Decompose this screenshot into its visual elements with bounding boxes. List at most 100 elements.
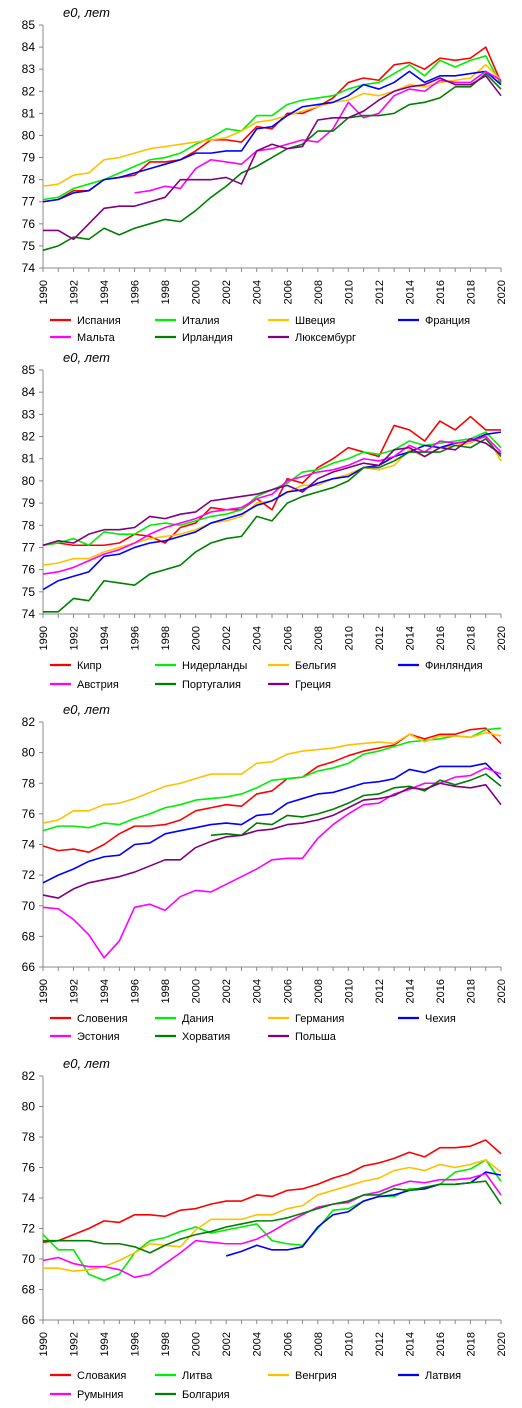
legend-item: Австрия <box>50 679 119 691</box>
x-tick-label: 2008 <box>313 280 325 304</box>
x-tick-label: 2010 <box>343 626 355 650</box>
y-tick-label: 76 <box>22 1161 36 1175</box>
x-tick-label: 1998 <box>160 979 172 1003</box>
series-line <box>42 431 502 591</box>
x-tick-label: 2004 <box>252 280 264 304</box>
legend-item: Словакия <box>50 1370 126 1382</box>
x-tick-label: 1992 <box>69 626 81 650</box>
y-tick-label: 70 <box>22 899 36 913</box>
legend-label: Польша <box>295 1031 337 1043</box>
y-tick-label: 83 <box>22 407 36 421</box>
y-tick-label: 68 <box>22 929 36 943</box>
y-tick-label: 81 <box>22 106 36 120</box>
legend-item: Нидерланды <box>155 660 247 672</box>
legend-item: Хорватия <box>155 1031 230 1043</box>
series-line <box>134 70 502 194</box>
y-tick-label: 74 <box>22 607 36 621</box>
x-tick-label: 2012 <box>374 280 386 304</box>
x-tick-label: 2006 <box>282 626 294 650</box>
y-axis-title: e0, лет <box>63 5 110 20</box>
y-tick-label: 75 <box>22 239 36 253</box>
x-tick-label: 2018 <box>465 979 477 1003</box>
x-tick-label: 2014 <box>404 979 416 1003</box>
y-tick-label: 66 <box>22 1313 36 1327</box>
y-tick-label: 78 <box>22 518 36 532</box>
series-line <box>42 437 502 547</box>
x-tick-label: 1998 <box>160 280 172 304</box>
x-tick-label: 1994 <box>99 1332 111 1356</box>
x-tick-label: 1992 <box>69 280 81 304</box>
x-tick-label: 1994 <box>99 626 111 650</box>
x-tick-label: 2012 <box>374 979 386 1003</box>
y-axis-title: e0, лет <box>63 704 110 717</box>
x-tick-label: 1996 <box>130 1332 142 1356</box>
y-tick-label: 80 <box>22 1100 36 1114</box>
y-tick-label: 78 <box>22 173 36 187</box>
y-tick-label: 76 <box>22 563 36 577</box>
legend-label: Греция <box>295 679 331 691</box>
x-tick-label: 2014 <box>404 280 416 304</box>
line-chart-2: e0, лет 74 75 76 77 78 79 80 81 82 83 84 85 1990 1992 1… <box>22 352 508 691</box>
x-tick-label: 1990 <box>38 280 50 304</box>
series-line <box>42 435 502 575</box>
legend-item: Эстония <box>50 1031 120 1043</box>
x-tick-label: 2002 <box>221 979 233 1003</box>
x-tick-label: 1990 <box>38 626 50 650</box>
y-axis-title: e0, лет <box>63 352 110 365</box>
legend-label: Финляндия <box>425 660 483 672</box>
y-tick-label: 83 <box>22 62 36 76</box>
x-tick-label: 2004 <box>252 1332 264 1356</box>
legend-item: Италия <box>155 315 220 327</box>
y-tick-label: 85 <box>22 363 36 377</box>
legend-item: Финляндия <box>398 660 483 672</box>
legend-item: Болгария <box>155 1389 230 1401</box>
legend-label: Венгрия <box>295 1370 337 1382</box>
y-tick-label: 82 <box>22 84 36 98</box>
y-tick-label: 66 <box>22 960 36 974</box>
x-tick-label: 2002 <box>221 280 233 304</box>
series-line <box>42 415 501 547</box>
legend-item: Испания <box>50 315 121 327</box>
y-tick-label: 77 <box>22 195 36 209</box>
y-tick-label: 68 <box>22 1283 36 1297</box>
x-tick-label: 2000 <box>191 626 203 650</box>
legend-item: Румыния <box>50 1389 123 1401</box>
legend-label: Литва <box>182 1370 213 1382</box>
legend-item: Словения <box>50 1013 128 1025</box>
x-tick-label: 2020 <box>496 280 508 304</box>
x-tick-label: 1994 <box>99 979 111 1003</box>
y-tick-label: 70 <box>22 1252 36 1266</box>
series-line <box>42 731 502 824</box>
x-tick-label: 2004 <box>252 979 264 1003</box>
line-chart-4: e0, лет 66 68 70 72 74 76 78 80 82 1990 1992 1994 199… <box>22 1056 508 1401</box>
x-tick-label: 2008 <box>313 1332 325 1356</box>
legend-item: Швеция <box>268 315 335 327</box>
legend-label: Болгария <box>182 1389 230 1401</box>
legend-item: Дания <box>155 1013 214 1025</box>
series-line <box>43 1159 502 1272</box>
x-tick-label: 2004 <box>252 626 264 650</box>
x-tick-label: 1996 <box>130 626 142 650</box>
y-tick-label: 78 <box>22 776 36 790</box>
series-line <box>42 1172 502 1279</box>
x-tick-label: 2008 <box>313 626 325 650</box>
legend-item: Португалия <box>155 679 241 691</box>
y-tick-label: 74 <box>22 1191 36 1205</box>
x-tick-label: 1994 <box>99 280 111 304</box>
legend-label: Латвия <box>425 1370 461 1382</box>
x-tick-label: 2016 <box>435 626 447 650</box>
legend-item: Чехия <box>398 1013 456 1025</box>
x-tick-label: 1990 <box>38 979 50 1003</box>
series-line <box>43 1180 502 1254</box>
y-tick-label: 85 <box>22 18 36 32</box>
y-axis-title: e0, лет <box>63 1056 110 1071</box>
legend-label: Германия <box>295 1013 344 1025</box>
x-tick-label: 1996 <box>130 979 142 1003</box>
legend-label: Швеция <box>295 315 335 327</box>
series-line <box>42 782 502 899</box>
legend-label: Ирландия <box>182 332 233 344</box>
series-line <box>42 1139 502 1244</box>
y-tick-label: 77 <box>22 540 36 554</box>
series-line <box>42 727 502 832</box>
legend-item: Греция <box>268 679 331 691</box>
